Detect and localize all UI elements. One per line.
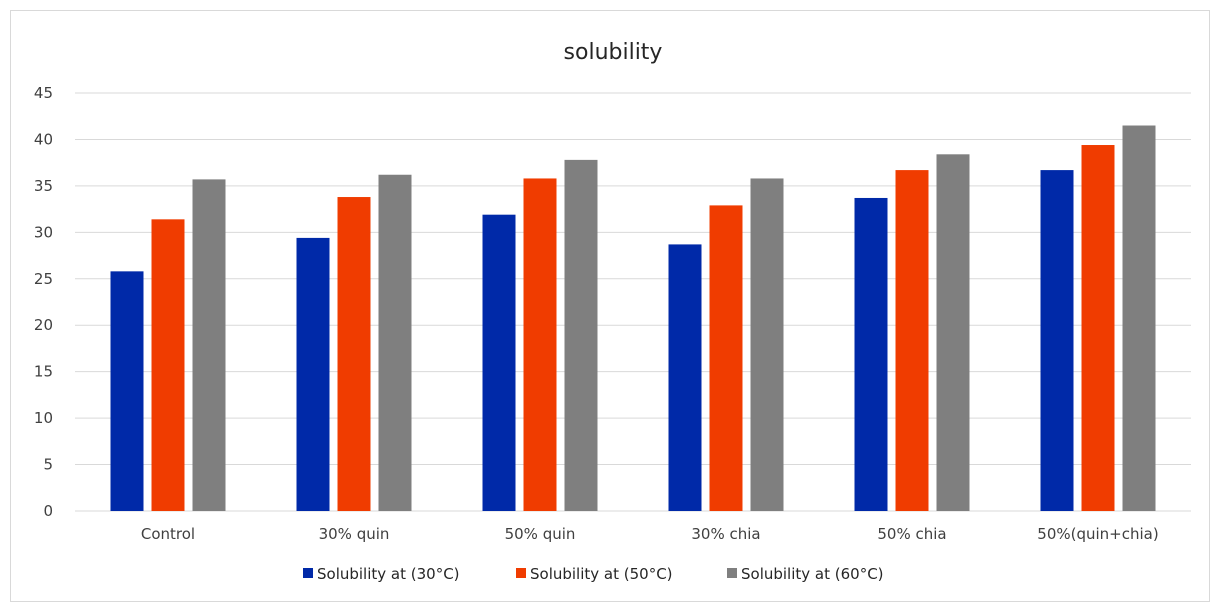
y-tick-label: 20: [34, 316, 53, 334]
y-axis-ticks: 0 5 10 15 20 25 30 35 40 45: [34, 84, 53, 520]
bars: [110, 125, 1156, 512]
gridlines: [75, 92, 1191, 512]
y-tick-label: 45: [34, 84, 53, 102]
bar-3-4: [750, 178, 784, 512]
y-tick-label: 30: [34, 223, 53, 241]
y-tick-label: 0: [43, 502, 53, 520]
bar-2-5: [895, 170, 929, 511]
legend-swatch: [303, 568, 313, 578]
x-axis-ticks: Control 30% quin 50% quin 30% chia 50% chia 5…: [141, 525, 1159, 543]
legend-label: Solubility at (50°C): [530, 565, 673, 583]
y-tick-label: 5: [43, 456, 53, 474]
y-tick-label: 10: [34, 409, 53, 427]
bar-3-6: [1122, 125, 1156, 511]
legend: Solubility at (30°C) Solubility at (50°C)…: [303, 565, 884, 583]
legend-label: Solubility at (30°C): [317, 565, 460, 583]
y-tick-label: 35: [34, 177, 53, 195]
bar-2-2: [337, 197, 371, 511]
y-tick-label: 40: [34, 130, 53, 148]
legend-swatch: [727, 568, 737, 578]
x-tick-label: 50% quin: [505, 525, 576, 543]
legend-swatch: [516, 568, 526, 578]
bar-chart: solubility 0 5 10 15 20 25 30 35 40 45 Control 30%…: [34, 40, 1191, 583]
bar-2-1: [151, 219, 185, 511]
bar-3-2: [378, 174, 412, 511]
bar-1-3: [482, 214, 516, 511]
bar-1-1: [110, 271, 144, 511]
legend-label: Solubility at (60°C): [741, 565, 884, 583]
bar-2-6: [1081, 145, 1115, 512]
y-tick-label: 25: [34, 270, 53, 288]
chart-frame: solubility 0 5 10 15 20 25 30 35 40 45 Control 30%…: [10, 10, 1210, 602]
x-tick-label: Control: [141, 525, 195, 543]
bar-1-4: [668, 244, 702, 512]
bar-1-6: [1040, 170, 1074, 511]
bar-2-4: [709, 205, 743, 511]
bar-2-3: [523, 178, 557, 512]
x-tick-label: 50%(quin+chia): [1037, 525, 1158, 543]
chart-title: solubility: [564, 40, 663, 65]
x-tick-label: 30% quin: [319, 525, 390, 543]
bar-3-5: [936, 154, 970, 511]
x-tick-label: 50% chia: [877, 525, 946, 543]
x-tick-label: 30% chia: [691, 525, 760, 543]
bar-3-1: [192, 179, 226, 512]
bar-1-2: [296, 237, 330, 511]
bar-3-3: [564, 159, 598, 511]
bar-1-5: [854, 197, 888, 511]
y-tick-label: 15: [34, 363, 53, 381]
